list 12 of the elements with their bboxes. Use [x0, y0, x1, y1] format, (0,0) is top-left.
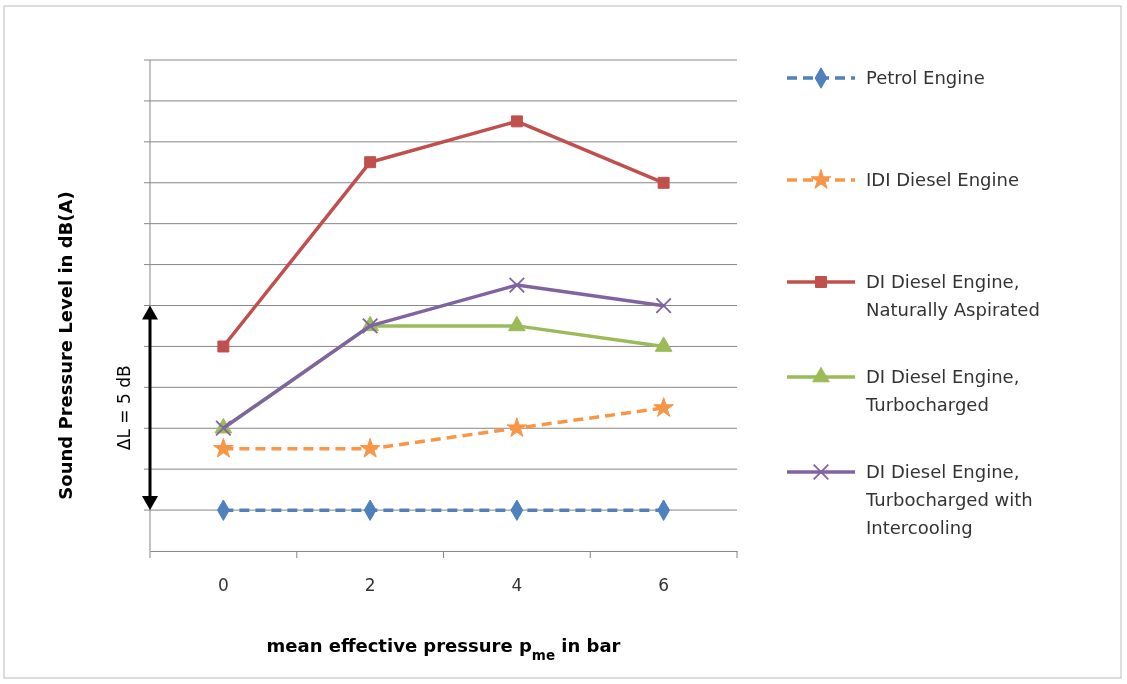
legend-label: IDI Diesel Engine	[866, 169, 1019, 190]
legend-label: DI Diesel Engine, Turbocharged	[865, 366, 1020, 415]
x-tick-label: 6	[658, 575, 670, 596]
text: ΔL = 5 dB	[114, 365, 134, 451]
y-axis-title: Sound Pressure Level in dB(A)	[55, 191, 76, 500]
x-tick-label: 0	[217, 575, 229, 596]
legend-label: Petrol Engine	[866, 67, 985, 88]
x-tick-label: 4	[511, 575, 523, 596]
legend-label: DI Diesel Engine, Naturally Aspirated	[866, 271, 1040, 320]
x-tick-label: 2	[364, 575, 376, 596]
x-axis-title: mean effective pressure p$_{me}$ in bar	[266, 635, 621, 663]
legend-label: DI Diesel Engine, Turbocharged with Intercooling	[865, 461, 1033, 538]
